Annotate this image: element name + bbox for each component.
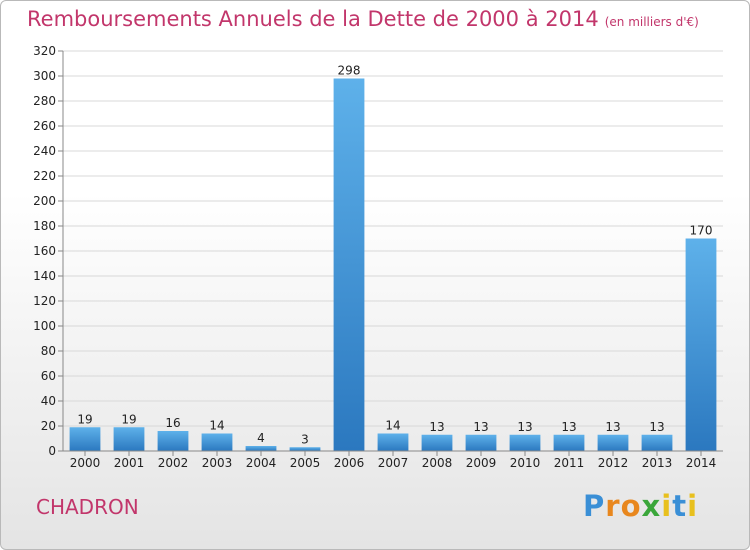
y-tick-label: 80 (41, 344, 56, 358)
bar (333, 78, 365, 451)
x-tick-label: 2001 (114, 456, 145, 470)
data-label: 16 (165, 416, 180, 430)
y-tick-label: 60 (41, 369, 56, 383)
y-tick-label: 280 (33, 94, 56, 108)
x-tick-label: 2007 (378, 456, 409, 470)
chart-title: Remboursements Annuels de la Dette de 20… (27, 7, 699, 31)
x-tick-label: 2014 (686, 456, 717, 470)
bar (597, 434, 629, 451)
y-tick-label: 0 (48, 444, 56, 458)
proxiti-logo: Proxiti (583, 489, 698, 523)
data-label: 298 (338, 64, 361, 78)
data-label: 19 (121, 412, 136, 426)
x-tick-label: 2009 (466, 456, 497, 470)
y-tick-label: 120 (33, 294, 56, 308)
y-tick-label: 240 (33, 144, 56, 158)
logo-letter: i (687, 489, 699, 523)
data-label: 170 (690, 224, 713, 238)
y-tick-label: 320 (33, 44, 56, 58)
y-tick-label: 220 (33, 169, 56, 183)
bar (377, 433, 409, 451)
x-tick-label: 2003 (202, 456, 233, 470)
y-tick-label: 200 (33, 194, 56, 208)
data-label: 13 (517, 420, 532, 434)
x-tick-label: 2002 (158, 456, 189, 470)
bar (201, 433, 233, 451)
y-tick-label: 140 (33, 269, 56, 283)
y-tick-label: 100 (33, 319, 56, 333)
data-label: 13 (429, 420, 444, 434)
data-label: 13 (561, 420, 576, 434)
data-label: 13 (649, 420, 664, 434)
commune-name: CHADRON (36, 495, 139, 519)
logo-letter: o (620, 489, 642, 523)
y-tick-label: 300 (33, 69, 56, 83)
logo-letter: x (641, 489, 662, 523)
bar (641, 434, 673, 451)
bar (553, 434, 585, 451)
bar (289, 447, 321, 451)
bar (113, 427, 145, 451)
bar (245, 446, 277, 451)
bar (685, 238, 717, 451)
bar (69, 427, 101, 451)
data-label: 3 (301, 432, 309, 446)
y-tick-label: 260 (33, 119, 56, 133)
x-tick-label: 2013 (642, 456, 673, 470)
chart-title-text: Remboursements Annuels de la Dette de 20… (27, 7, 599, 31)
bar (157, 431, 189, 451)
x-tick-label: 2010 (510, 456, 541, 470)
x-tick-label: 2011 (554, 456, 585, 470)
x-tick-label: 2004 (246, 456, 277, 470)
logo-letter: i (661, 489, 673, 523)
x-tick-label: 2005 (290, 456, 321, 470)
logo-letter: r (605, 489, 621, 523)
logo-letter: P (583, 489, 606, 523)
x-tick-label: 2008 (422, 456, 453, 470)
y-tick-label: 40 (41, 394, 56, 408)
data-label: 13 (473, 420, 488, 434)
bar (421, 434, 453, 451)
y-tick-label: 160 (33, 244, 56, 258)
data-label: 14 (209, 419, 224, 433)
bar (509, 434, 541, 451)
logo-letter: t (672, 489, 688, 523)
data-label: 13 (605, 420, 620, 434)
x-tick-label: 2000 (70, 456, 101, 470)
bar (465, 434, 497, 451)
data-label: 14 (385, 419, 400, 433)
y-tick-label: 20 (41, 419, 56, 433)
x-tick-label: 2012 (598, 456, 629, 470)
x-tick-label: 2006 (334, 456, 365, 470)
data-label: 19 (77, 412, 92, 426)
chart-unit: (en milliers d'€) (604, 15, 699, 29)
y-tick-label: 180 (33, 219, 56, 233)
data-label: 4 (257, 431, 265, 445)
